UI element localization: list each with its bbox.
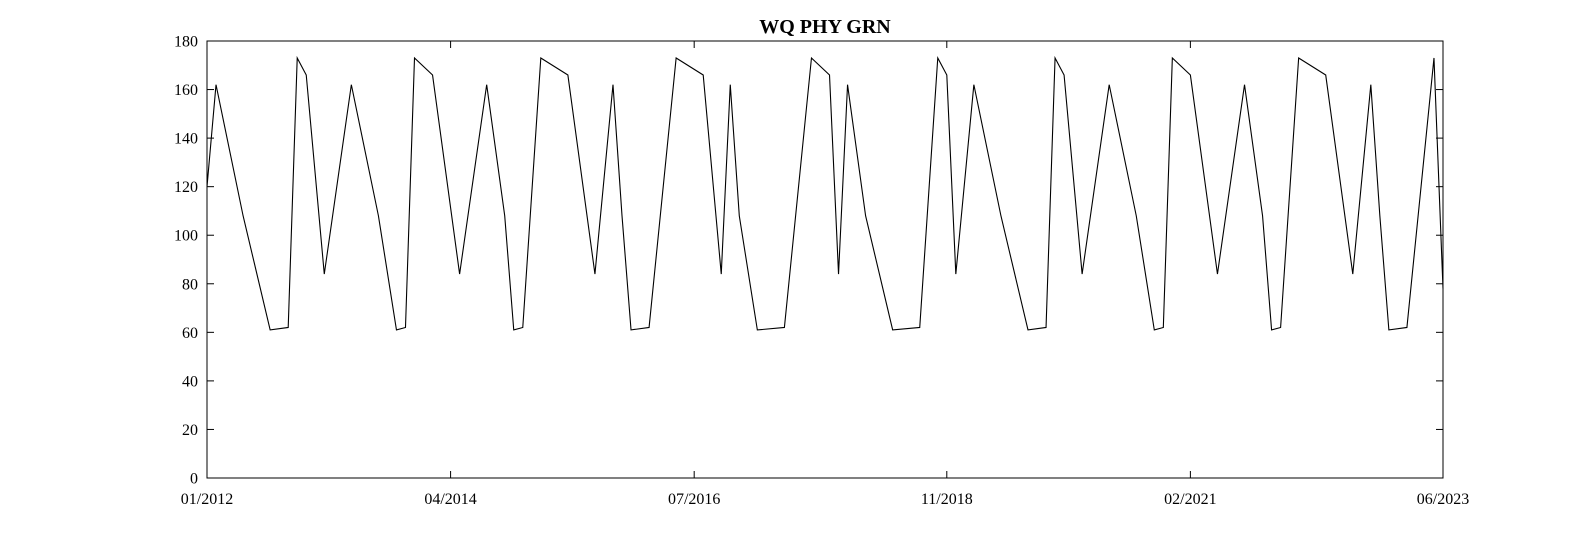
y-tick-label: 180 <box>174 34 198 51</box>
x-axis: 01/2012 04/2014 07/2016 11/2018 02/2021 06/20… <box>181 41 1469 508</box>
y-tick-label: 160 <box>174 82 198 99</box>
series-layer <box>206 55 1444 331</box>
y-tick-label: 60 <box>182 325 198 342</box>
chart-title: WQ PHY GRN <box>759 16 891 38</box>
y-tick-label: 80 <box>182 276 198 293</box>
y-tick-label: 0 <box>190 471 198 488</box>
x-tick-label: 02/2021 <box>1164 491 1216 508</box>
y-tick-label: 140 <box>174 131 198 148</box>
x-tick-label: 06/2023 <box>1417 491 1469 508</box>
y-tick-label: 20 <box>182 422 198 439</box>
x-tick-label: 01/2012 <box>181 491 233 508</box>
y-tick-label: 40 <box>182 373 198 390</box>
plot-area-frame <box>206 40 1444 479</box>
y-axis: 0 20 40 60 80 100 120 140 160 180 <box>174 34 1443 488</box>
x-tick-label: 11/2018 <box>921 491 973 508</box>
y-tick-label: 100 <box>174 228 198 245</box>
series-line-0 <box>206 55 1444 331</box>
y-tick-label: 120 <box>174 179 198 196</box>
x-tick-label: 04/2014 <box>424 491 476 508</box>
x-tick-label: 07/2016 <box>668 491 720 508</box>
